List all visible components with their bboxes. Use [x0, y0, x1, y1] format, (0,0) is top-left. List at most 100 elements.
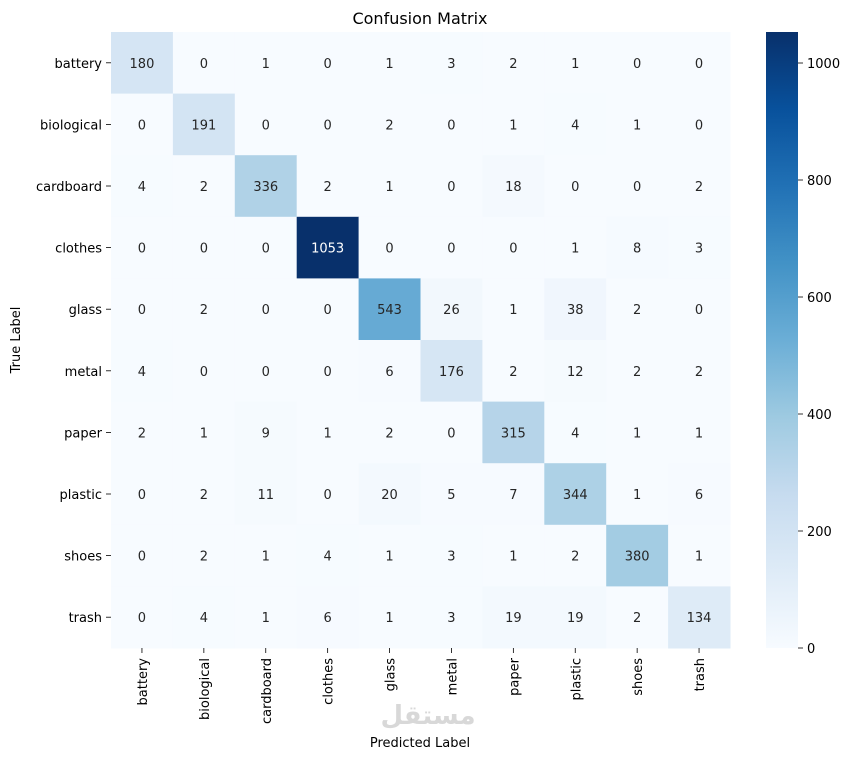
heatmap-cell	[668, 401, 731, 464]
heatmap-cell	[296, 216, 360, 279]
heatmap-cell	[606, 278, 669, 341]
heatmap-cell	[544, 93, 607, 156]
heatmap-cell	[172, 586, 236, 649]
heatmap-cell	[296, 524, 360, 587]
cell-value-label: 1	[385, 57, 393, 72]
cell-value-label: 191	[191, 118, 216, 133]
heatmap-cell	[668, 586, 731, 649]
cell-value-label: 3	[447, 611, 455, 626]
y-tick-label: paper	[64, 426, 102, 441]
cell-value-label: 0	[138, 550, 146, 565]
heatmap-cells: 180 0 1 0 1 3 2 1 0 00 191 0 0 2 0 1 4 1 04 2 336 2 1 0 18 0 0 20 0 0…	[111, 32, 731, 649]
cell-value-label: 1	[633, 426, 641, 441]
heatmap-cell	[420, 216, 483, 279]
heatmap-cell	[606, 216, 669, 279]
heatmap-cell	[296, 401, 360, 464]
y-tick-label: battery	[55, 57, 103, 72]
heatmap-cell	[482, 155, 545, 218]
heatmap-cell	[482, 401, 545, 464]
colorbar-ticks: 0 200 400 600 800 1000	[798, 57, 840, 657]
heatmap-cell	[358, 93, 421, 156]
cell-value-label: 26	[443, 303, 460, 318]
heatmap-cell	[172, 401, 236, 464]
heatmap-cell	[172, 155, 236, 218]
chart-title: Confusion Matrix	[352, 9, 487, 28]
cell-value-label: 2	[695, 180, 703, 195]
heatmap-cell	[420, 463, 483, 526]
y-tick-label: cardboard	[36, 180, 102, 195]
y-tick-label: shoes	[64, 550, 102, 565]
y-tick-label: glass	[69, 303, 103, 318]
colorbar-tick-label: 800	[807, 174, 832, 189]
heatmap-cell	[172, 340, 236, 403]
heatmap-cell	[544, 463, 607, 526]
heatmap-cell	[668, 524, 731, 587]
cell-value-label: 3	[447, 57, 455, 72]
cell-value-label: 2	[633, 303, 641, 318]
cell-value-label: 2	[509, 365, 517, 380]
heatmap-cell	[544, 216, 607, 279]
heatmap-cell	[358, 463, 421, 526]
cell-value-label: 2	[138, 426, 146, 441]
cell-value-label: 4	[571, 426, 579, 441]
heatmap-cell	[482, 32, 545, 95]
heatmap-cell	[172, 216, 236, 279]
cell-value-label: 0	[324, 303, 332, 318]
cell-value-label: 2	[509, 57, 517, 72]
cell-value-label: 336	[253, 180, 278, 195]
cell-value-label: 7	[509, 488, 517, 503]
cell-value-label: 0	[324, 365, 332, 380]
cell-value-label: 0	[138, 242, 146, 257]
colorbar-tick-label: 0	[807, 642, 815, 657]
colorbar	[766, 32, 798, 648]
colorbar-tick-label: 400	[807, 408, 832, 423]
heatmap-cell	[296, 586, 360, 649]
y-tick-label: clothes	[55, 242, 102, 257]
heatmap-cell	[234, 340, 298, 403]
cell-value-label: 134	[687, 611, 712, 626]
heatmap-cell	[234, 401, 298, 464]
cell-value-label: 0	[695, 57, 703, 72]
cell-value-label: 4	[571, 118, 579, 133]
cell-value-label: 12	[567, 365, 584, 380]
heatmap-cell	[111, 93, 174, 156]
heatmap-cell	[358, 155, 421, 218]
cell-value-label: 2	[200, 180, 208, 195]
heatmap-cell	[296, 278, 360, 341]
x-tick-label: biological	[198, 658, 213, 720]
heatmap-cell	[234, 155, 298, 218]
heatmap-cell	[111, 32, 174, 95]
cell-value-label: 1	[262, 611, 270, 626]
heatmap-cell	[420, 340, 483, 403]
x-tick-label: battery	[136, 658, 151, 706]
heatmap-cell	[358, 524, 421, 587]
cell-value-label: 315	[501, 426, 526, 441]
cell-value-label: 6	[385, 365, 393, 380]
heatmap-cell	[296, 155, 360, 218]
cell-value-label: 38	[567, 303, 584, 318]
cell-value-label: 0	[447, 180, 455, 195]
cell-value-label: 19	[505, 611, 522, 626]
y-axis-ticks: battery biological cardboard clothes glass me…	[36, 57, 111, 626]
heatmap-cell	[482, 278, 545, 341]
cell-value-label: 11	[257, 488, 274, 503]
cell-value-label: 4	[324, 550, 332, 565]
cell-value-label: 0	[509, 242, 517, 257]
heatmap-cell	[544, 278, 607, 341]
y-tick-label: plastic	[60, 488, 102, 503]
cell-value-label: 19	[567, 611, 584, 626]
heatmap-cell	[668, 340, 731, 403]
cell-value-label: 1	[695, 426, 703, 441]
heatmap-cell	[606, 524, 669, 587]
heatmap-cell	[606, 586, 669, 649]
heatmap-cell	[420, 155, 483, 218]
heatmap-cell	[482, 93, 545, 156]
heatmap-cell	[606, 32, 669, 95]
cell-value-label: 1	[509, 118, 517, 133]
cell-value-label: 0	[324, 488, 332, 503]
cell-value-label: 1	[385, 550, 393, 565]
colorbar-tick-label: 1000	[807, 57, 840, 72]
heatmap-cell	[111, 340, 174, 403]
heatmap-cell	[111, 586, 174, 649]
